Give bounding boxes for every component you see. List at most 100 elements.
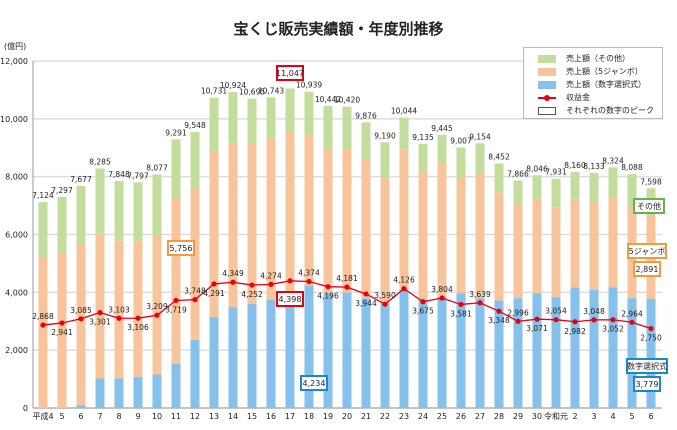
bar-segment — [247, 303, 257, 408]
bar-segment — [209, 316, 219, 408]
x-tick-label: 18 — [304, 412, 314, 421]
bar-segment — [437, 296, 447, 408]
x-tick-label: 8 — [116, 412, 121, 421]
revenue-label: 3,719 — [165, 305, 187, 314]
value-jumbo-box — [633, 261, 661, 277]
bar-segment — [266, 299, 276, 408]
bar-segment — [494, 163, 504, 193]
bar-segment — [323, 148, 333, 294]
bar-segment — [608, 167, 618, 197]
bar-segment — [247, 143, 257, 304]
bar-segment — [608, 196, 618, 288]
total-label: 8,077 — [146, 163, 168, 172]
bar-segment — [209, 151, 219, 317]
bar-segment — [608, 287, 618, 408]
y-tick-label: 12,000 — [0, 57, 28, 66]
bar-segment — [380, 178, 390, 304]
bar-segment — [627, 174, 637, 207]
revenue-label: 3,944 — [355, 299, 377, 308]
revenue-point — [401, 286, 407, 292]
bar-segment — [304, 91, 314, 136]
legend-swatch — [538, 54, 556, 63]
bar-segment — [209, 97, 219, 152]
revenue-point — [591, 317, 597, 323]
legend-item-numbers: 売上額（数字選択式） — [538, 79, 646, 90]
total-label: 7,297 — [51, 186, 73, 195]
bar-segment — [57, 196, 67, 254]
total-label: 8,285 — [89, 157, 111, 166]
bar-segment — [532, 175, 542, 200]
revenue-label: 4,252 — [241, 290, 263, 299]
revenue-point — [648, 325, 654, 332]
bar-segment — [551, 178, 561, 208]
bar-segment — [380, 142, 390, 179]
bar-segment — [399, 117, 409, 150]
revenue-label: 4,181 — [336, 274, 358, 283]
bar-segment — [456, 147, 466, 177]
x-tick-label: 25 — [437, 412, 447, 421]
bar-segment — [437, 134, 447, 164]
revenue-point — [40, 322, 46, 328]
bar-segment — [38, 257, 48, 408]
x-tick-label: 26 — [456, 412, 466, 421]
value-numbers-box — [633, 376, 661, 392]
revenue-point — [363, 291, 369, 297]
x-tick-label: 16 — [266, 412, 276, 421]
revenue-label: 3,301 — [89, 318, 111, 327]
bar-segment — [152, 174, 162, 236]
x-tick-label: 30 — [532, 412, 542, 421]
peak-revenue-label: 4,398 — [279, 295, 302, 304]
total-label: 8,088 — [621, 163, 643, 172]
bar-segment — [342, 106, 352, 149]
revenue-label: 3,106 — [127, 323, 149, 332]
bar-segment — [38, 201, 48, 258]
bar-segment — [114, 378, 124, 408]
x-tick-label: 4 — [610, 412, 615, 421]
x-tick-label: 12 — [190, 412, 200, 421]
label-other: その他 — [637, 201, 661, 211]
bar-segment — [342, 292, 352, 408]
total-label: 10,743 — [258, 86, 284, 95]
bar-segment — [95, 378, 105, 408]
value-jumbo: 2,891 — [636, 265, 659, 274]
bar-segment — [418, 171, 428, 300]
revenue-point — [458, 301, 464, 308]
legend-item-peak: それぞれの数字のピーク — [538, 105, 654, 116]
bar-segment — [399, 149, 409, 291]
x-tick-label: 5 — [59, 412, 64, 421]
bar-segment — [285, 295, 295, 408]
x-tick-label: 24 — [418, 412, 428, 421]
revenue-point — [477, 300, 483, 306]
bar-segment — [551, 207, 561, 298]
x-tick-label: 11 — [171, 412, 181, 421]
total-label: 9,291 — [165, 128, 187, 137]
total-label: 10,420 — [334, 96, 360, 105]
revenue-label: 2,868 — [32, 312, 54, 321]
revenue-point — [173, 297, 179, 304]
x-tick-label: 9 — [135, 412, 140, 421]
revenue-point — [496, 308, 502, 314]
bar-segment — [475, 172, 485, 299]
bar-segment — [76, 405, 86, 408]
bar-segment — [171, 139, 181, 198]
bar-segment — [532, 199, 542, 294]
label-numbers-box — [626, 358, 668, 374]
bar-segment — [190, 131, 200, 189]
bar-segment — [323, 293, 333, 408]
revenue-point — [135, 315, 141, 321]
x-tick-label: 21 — [361, 412, 371, 421]
revenue-point — [534, 316, 540, 322]
bar-segment — [494, 300, 504, 408]
bar-segment — [513, 180, 523, 204]
label-numbers: 数字選択式 — [627, 361, 667, 371]
x-tick-label: 2 — [572, 412, 577, 421]
legend-label: それぞれの数字のピーク — [566, 106, 654, 115]
bar-segment — [285, 131, 295, 296]
bar-segment — [551, 297, 561, 408]
bar-segment — [361, 298, 371, 408]
peak-jumbo-label-box — [167, 240, 195, 256]
label-jumbo: 5ジャンボ — [629, 247, 666, 256]
revenue-label: 3,675 — [412, 307, 434, 316]
x-tick-label: 5 — [629, 412, 634, 421]
